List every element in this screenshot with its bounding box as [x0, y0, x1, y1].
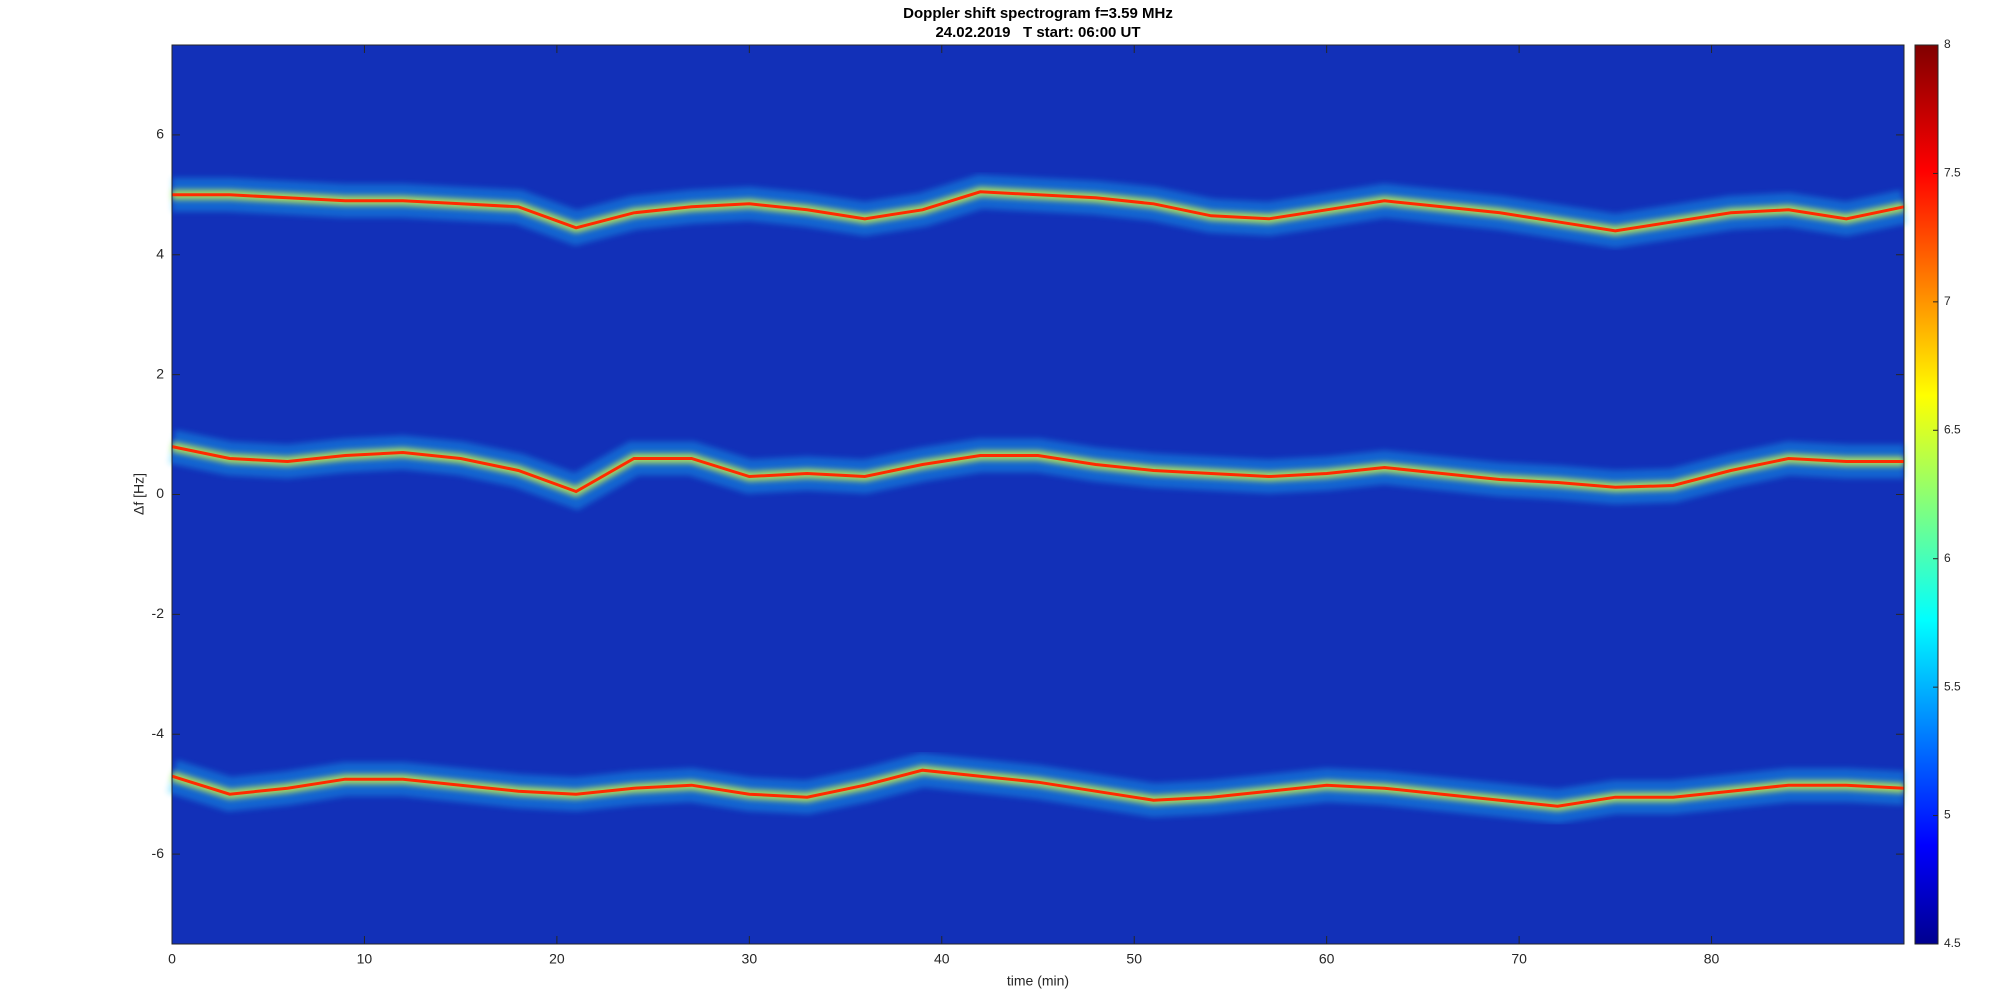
y-tick-label: 4	[156, 245, 164, 261]
y-tick-label: -4	[152, 725, 165, 741]
colorbar-tick-label: 8	[1944, 37, 1951, 51]
ridge-line	[172, 190, 1905, 233]
ridge-line	[171, 445, 1904, 494]
x-tick-label: 50	[1126, 951, 1142, 967]
colorbar-tick-label: 7.5	[1944, 166, 1961, 180]
colorbar-tick-label: 5	[1944, 808, 1951, 822]
colorbar	[1914, 44, 1939, 945]
colorbar-tick-label: 4.5	[1944, 936, 1961, 950]
colorbar-tick-label: 6	[1944, 551, 1951, 565]
x-tick-label: 40	[934, 951, 950, 967]
x-tick-label: 20	[549, 951, 565, 967]
colorbar-tick-label: 5.5	[1944, 679, 1961, 693]
y-tick-label: -2	[152, 605, 165, 621]
y-tick-label: 6	[156, 126, 164, 142]
x-tick-label: 0	[168, 951, 176, 967]
x-tick-label: 10	[357, 951, 373, 967]
colorbar-tick-label: 7	[1944, 294, 1951, 308]
y-tick-label: -6	[152, 845, 165, 861]
x-tick-label: 70	[1511, 951, 1527, 967]
colorbar-tick-label: 6.5	[1944, 422, 1961, 436]
x-tick-label: 80	[1704, 951, 1720, 967]
y-tick-label: 2	[156, 365, 164, 381]
y-axis-label: Δf [Hz]	[131, 473, 147, 515]
x-axis-label: time (min)	[1007, 973, 1069, 989]
x-tick-label: 30	[742, 951, 758, 967]
chart-title: Doppler shift spectrogram f=3.59 MHz	[903, 5, 1173, 22]
y-tick-label: 0	[156, 485, 164, 501]
ridge-line	[171, 768, 1905, 808]
chart-subtitle: 24.02.2019 T start: 06:00 UT	[935, 24, 1140, 41]
x-tick-label: 60	[1319, 951, 1335, 967]
